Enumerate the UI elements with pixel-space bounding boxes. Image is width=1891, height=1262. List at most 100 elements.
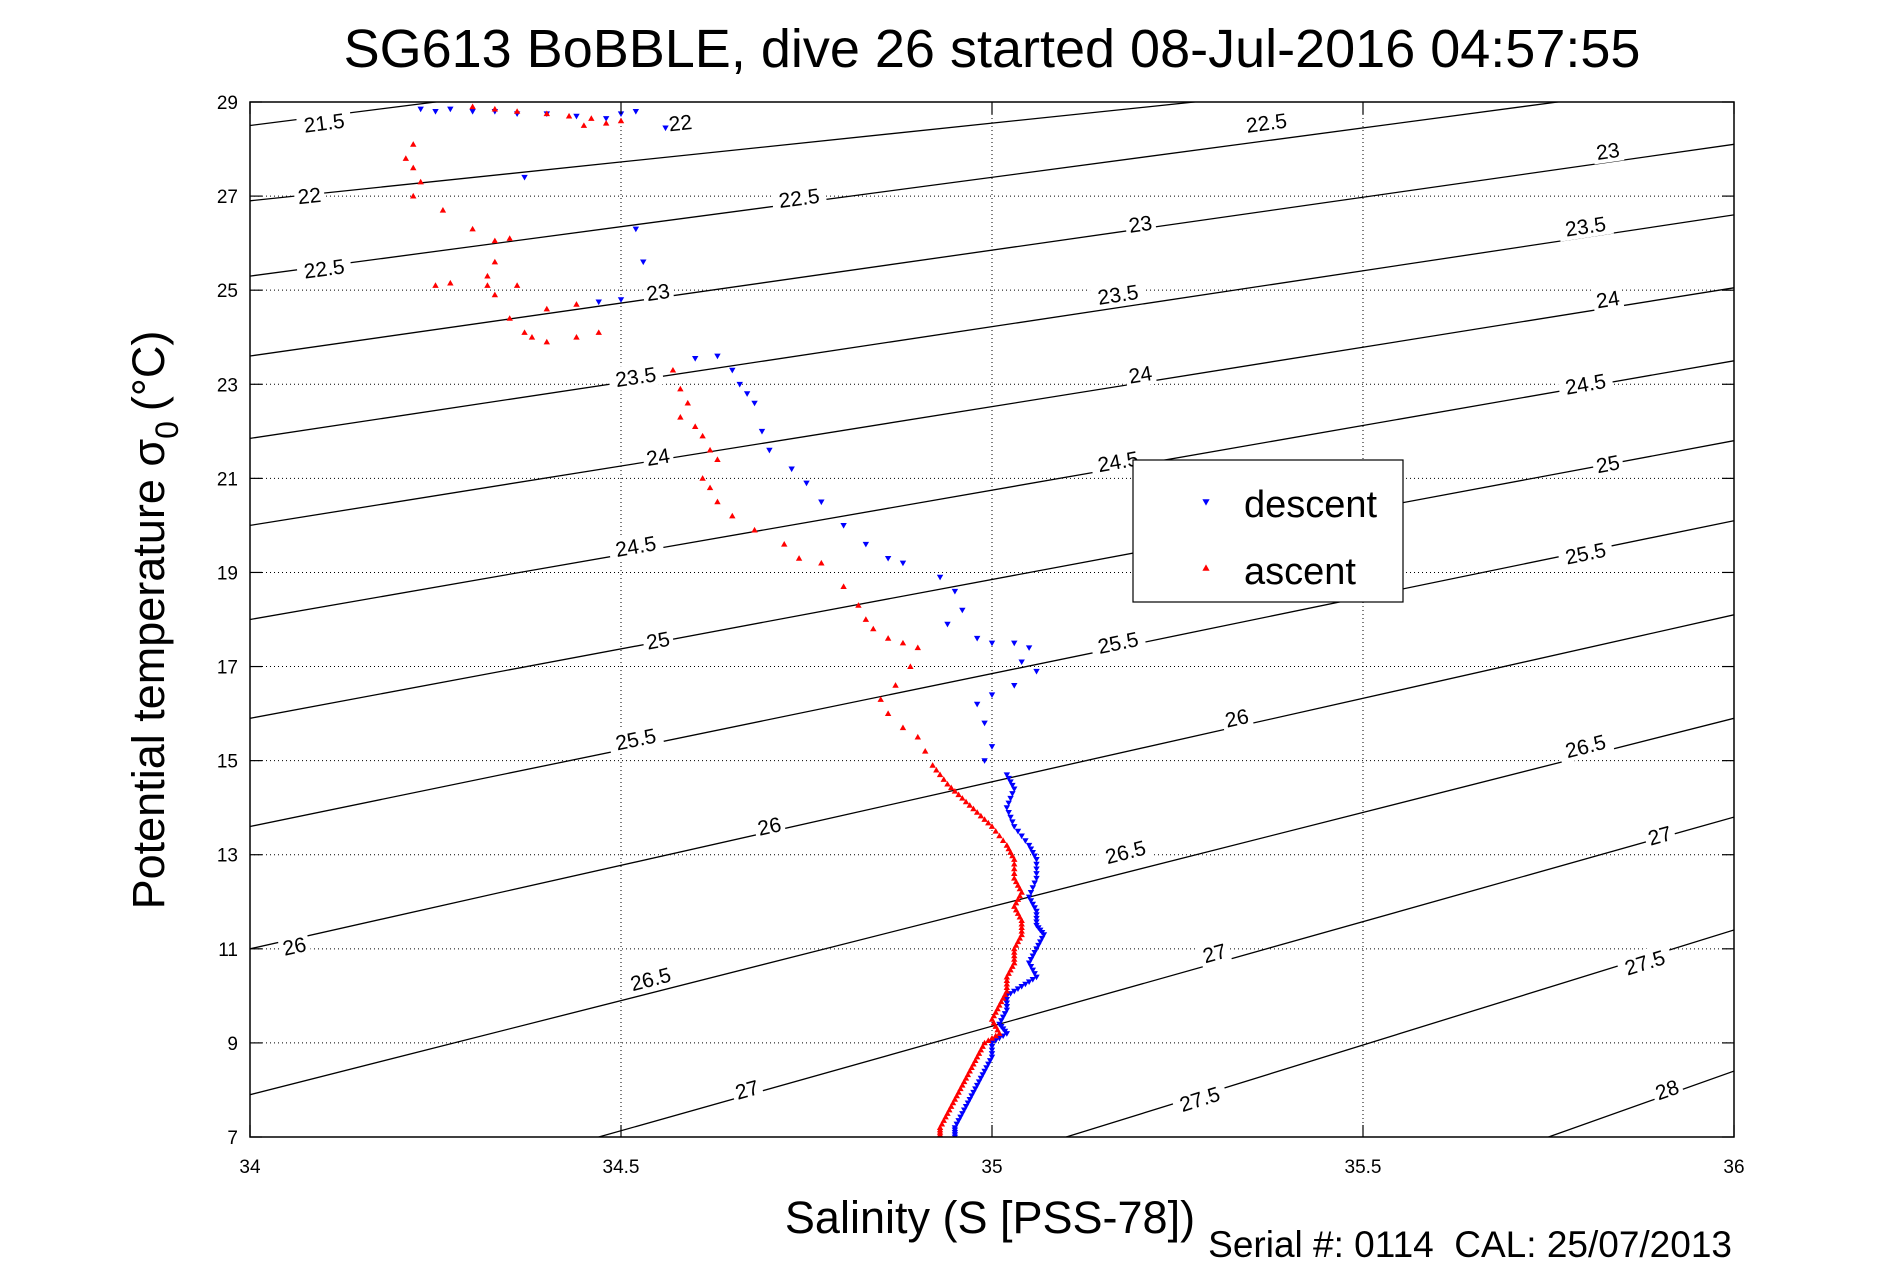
density-contour-label-bg: [770, 181, 828, 213]
calibration-footer: Serial #: 0114 CAL: 25/07/2013: [1208, 1224, 1732, 1262]
density-contour-label: 26: [751, 810, 787, 841]
legend: descent ascent: [1132, 459, 1404, 603]
descent-point: [1027, 898, 1035, 904]
ascent-point: [1011, 956, 1018, 962]
ascent-point: [973, 809, 981, 815]
ascent-point: [953, 1092, 960, 1099]
ascent-point: [692, 423, 699, 430]
descent-point: [1025, 979, 1033, 985]
descent-point: [729, 367, 736, 374]
descent-point: [884, 555, 892, 562]
ascent-point: [781, 541, 788, 547]
density-contour-label-text: 25: [645, 628, 672, 655]
ascent-point: [985, 819, 992, 826]
descent-point: [862, 541, 870, 548]
ascent-point: [968, 1064, 975, 1071]
density-contour-label: 26: [277, 930, 312, 961]
ascent-point: [513, 282, 521, 288]
density-contour-label-bg: [606, 529, 665, 563]
density-contour-label: 21.5: [295, 106, 353, 138]
descent-point: [1035, 942, 1042, 949]
descent-point: [1038, 935, 1046, 942]
descent-point: [632, 226, 640, 233]
ascent-point: [1003, 984, 1011, 991]
ascent-point: [506, 235, 513, 241]
ascent-point: [573, 334, 580, 340]
ascent-point: [985, 1037, 992, 1043]
descent-point: [1025, 894, 1033, 901]
descent-point: [1009, 819, 1016, 825]
descent-point: [988, 1047, 996, 1054]
density-contour-label-bg: [295, 106, 353, 138]
ascent-point: [938, 1120, 946, 1127]
x-tick-label: 36: [1723, 1157, 1744, 1178]
ascent-point: [699, 432, 706, 439]
y-tick-label: 21: [217, 469, 238, 490]
x-tick-label: 34: [239, 1157, 261, 1178]
descent-point: [662, 125, 669, 132]
ascent-point: [1011, 945, 1018, 952]
descent-point: [959, 607, 966, 614]
axis-ticks: 34 34.5 35 35.5 36 7 9 11 13 15 17 19 21 23 25 27 29: [217, 93, 1745, 1178]
ascent-point: [936, 771, 944, 778]
ascent-point: [1011, 860, 1018, 867]
descent-point: [743, 391, 751, 397]
density-contour-label-bg: [641, 441, 675, 471]
ascent-point: [706, 484, 714, 491]
ascent-point: [1003, 980, 1011, 987]
ascent-point: [699, 475, 706, 481]
density-contour-label-bg: [1089, 444, 1147, 478]
descent-point: [1033, 919, 1040, 925]
ascent-point: [933, 766, 940, 773]
y-tick-label: 27: [217, 187, 238, 208]
y-tick-label: 9: [227, 1034, 238, 1055]
descent-point: [936, 574, 944, 581]
ascent-point: [899, 724, 907, 731]
density-contour-label-text: 22: [297, 184, 323, 209]
ascent-point: [877, 696, 884, 702]
ascent-point: [484, 282, 491, 288]
legend-marker-descent: [1202, 499, 1210, 506]
ascent-point: [899, 639, 907, 646]
ascent-point: [417, 178, 424, 185]
ascent-point: [491, 258, 499, 265]
ascent-point: [992, 1032, 999, 1039]
density-contour-label: 26: [1219, 702, 1254, 733]
y-tick-label: 19: [217, 563, 238, 584]
ascent-point: [907, 663, 914, 669]
ascent-point: [1011, 865, 1018, 872]
ascent-point: [892, 682, 899, 688]
density-contour-label-text: 21.5: [303, 110, 346, 138]
density-contour-label-text: 26: [756, 813, 784, 841]
density-contour-label-bg: [1089, 624, 1147, 660]
descent-point: [573, 113, 580, 120]
ascent-point: [432, 282, 439, 288]
ascent-point: [884, 635, 892, 641]
ascent-point: [528, 334, 536, 340]
descent-point: [999, 1014, 1007, 1021]
descent-point: [1003, 772, 1011, 778]
density-contour-label-bg: [1590, 448, 1625, 478]
descent-point: [818, 499, 825, 506]
descent-point: [1037, 939, 1044, 945]
descent-point: [986, 1058, 994, 1064]
y-tick-label: 23: [217, 375, 238, 396]
density-contour-label-bg: [1556, 727, 1615, 764]
descent-point: [953, 1121, 960, 1128]
descent-point: [988, 1044, 996, 1050]
ascent-point: [491, 237, 499, 244]
density-contour-line: [250, 102, 1201, 202]
descent-point: [1029, 901, 1037, 908]
y-tick-label: 13: [217, 846, 238, 867]
descent-point: [951, 588, 959, 595]
ascent-point: [951, 788, 959, 794]
descent-point: [1007, 795, 1014, 802]
ascent-point: [1018, 917, 1025, 923]
descent-point: [1011, 824, 1018, 830]
descent-point: [1003, 805, 1011, 811]
ascent-point: [714, 456, 721, 462]
ascent-point: [595, 329, 602, 335]
y-tick-label: 7: [227, 1128, 238, 1149]
descent-point: [1025, 842, 1033, 849]
descent-point: [469, 109, 476, 115]
